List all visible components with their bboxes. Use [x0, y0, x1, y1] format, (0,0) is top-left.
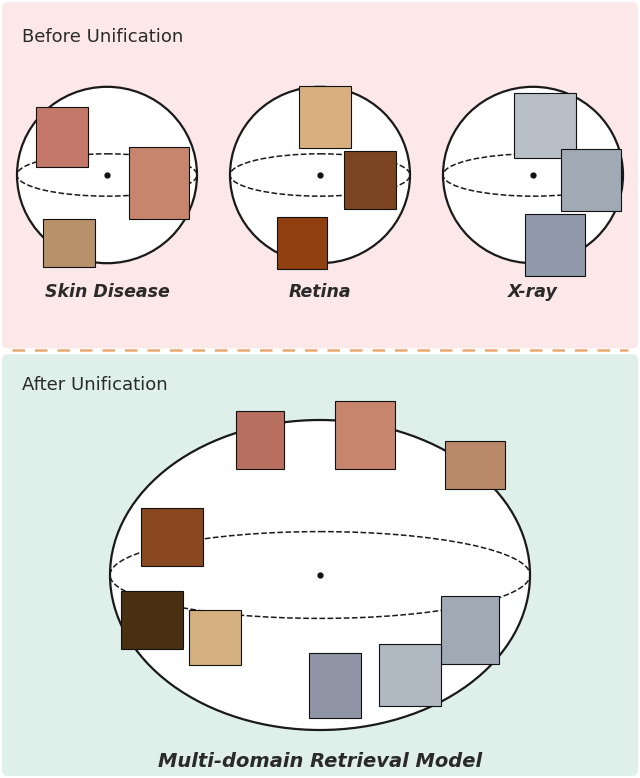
Ellipse shape: [443, 87, 623, 263]
Bar: [299, 86, 351, 148]
Bar: [514, 93, 576, 157]
Text: Before Unification: Before Unification: [22, 28, 183, 46]
Bar: [121, 591, 183, 649]
FancyBboxPatch shape: [2, 2, 638, 349]
Bar: [189, 609, 241, 664]
Text: Skin Disease: Skin Disease: [45, 283, 170, 301]
Bar: [309, 653, 361, 717]
Bar: [525, 214, 585, 276]
Bar: [445, 441, 505, 489]
Bar: [129, 147, 189, 219]
Bar: [43, 219, 95, 267]
Text: X-ray: X-ray: [508, 283, 558, 301]
Bar: [561, 149, 621, 211]
FancyBboxPatch shape: [2, 354, 638, 776]
Bar: [277, 217, 327, 269]
Bar: [441, 596, 499, 664]
Bar: [236, 411, 284, 469]
Bar: [141, 508, 203, 566]
Text: Retina: Retina: [289, 283, 351, 301]
Ellipse shape: [17, 87, 197, 263]
Bar: [379, 644, 441, 706]
Bar: [36, 107, 88, 167]
Text: After Unification: After Unification: [22, 377, 168, 394]
Ellipse shape: [110, 420, 530, 730]
Bar: [335, 401, 395, 469]
Ellipse shape: [230, 87, 410, 263]
Bar: [344, 151, 396, 209]
Text: Multi-domain Retrieval Model: Multi-domain Retrieval Model: [158, 752, 482, 771]
